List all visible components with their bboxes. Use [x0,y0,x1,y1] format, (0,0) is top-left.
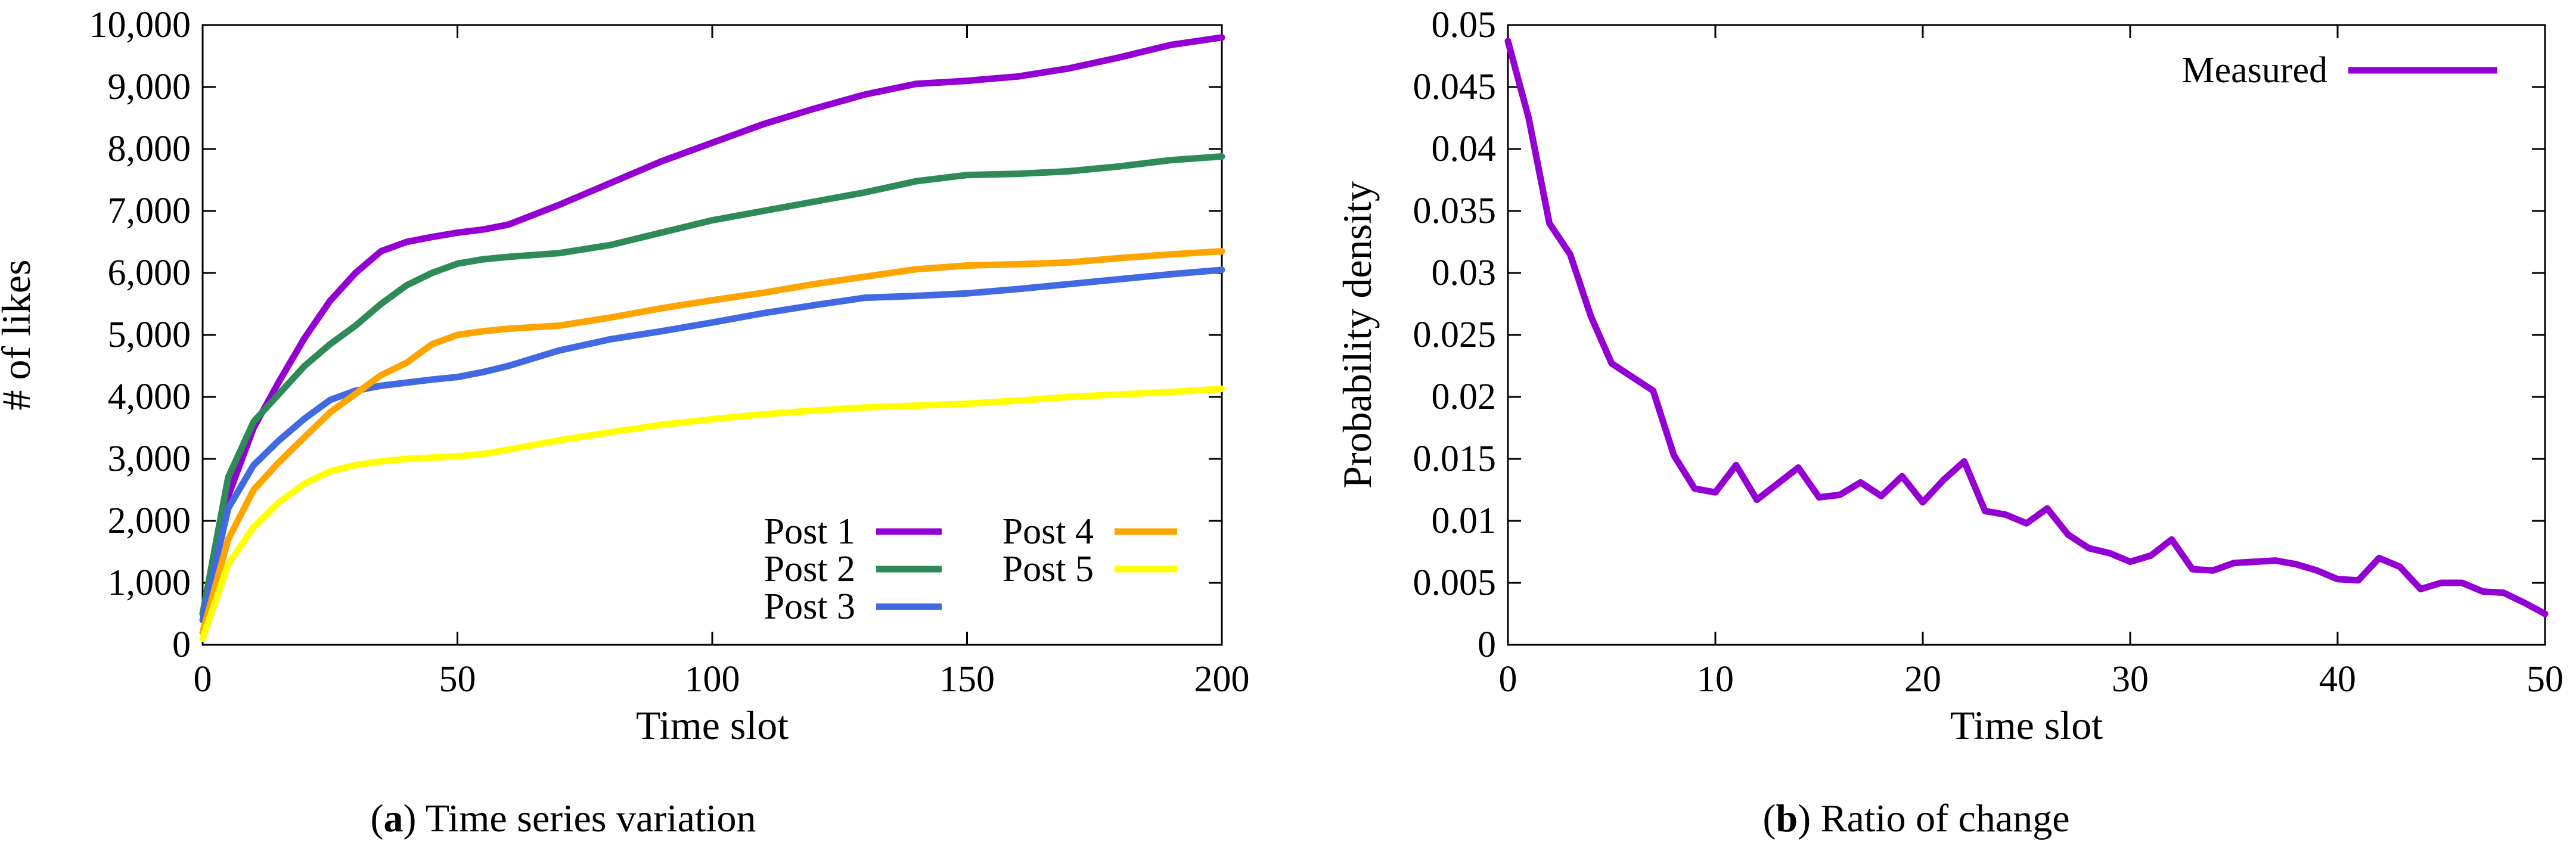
c1-xtick-label: 50 [2527,659,2563,700]
c0-ytick-label: 1,000 [108,563,191,603]
c1-series-1-line [1504,38,2549,617]
c0-ytick-label: 7,000 [108,191,191,231]
c1-xtick-label: 10 [1697,659,1734,700]
c0-xtick-label: 0 [194,659,212,700]
c1-plot-frame [1507,24,2546,646]
c1-xtick-label: 0 [1499,659,1517,700]
panel-b-chart: 0 0.005 0.01 0.015 0.02 0.025 0.03 0.035 0.04 0.0… [1334,5,2563,748]
caption-a-open-paren: ( [370,797,383,840]
caption-a-label: a [383,797,403,840]
c0-series-2-line [199,153,1225,617]
c1-ytick-label: 0.045 [1413,67,1497,107]
c0-ytick-label: 6,000 [108,253,191,293]
caption-a: (a) Time series variation [370,797,756,840]
caption-b-close-paren: ) [1798,797,1820,840]
caption-b: (b) Ratio of change [1762,797,2069,840]
c0-xtick-label: 150 [939,659,995,700]
c0-ytick-label: 9,000 [108,67,191,107]
c0-xtick-label: 200 [1194,659,1250,700]
c1-xtick-label: 20 [1904,659,1941,700]
c1-y-axis-title: Probability density [1334,181,1380,489]
c0-legend-label: Post 5 [1003,549,1094,589]
c1-ytick-label: 0.04 [1432,129,1497,169]
c1-ytick-label: 0 [1478,625,1496,665]
c0-ytick-label: 4,000 [108,377,191,417]
c1-ytick-label: 0.05 [1432,5,1497,45]
c0-xtick-label: 100 [685,659,740,700]
c0-ytick-label: 8,000 [108,129,191,169]
caption-b-label: b [1776,797,1798,840]
c1-legend-label: Measured [2182,50,2327,91]
caption-b-open-paren: ( [1762,797,1776,840]
c1-ytick-label: 0.03 [1432,253,1497,293]
c0-x-axis-title: Time slot [636,703,789,748]
c1-xtick-label: 40 [2319,659,2356,700]
c1-ytick-label: 0.025 [1413,315,1497,355]
c0-y-axis-title: # of likes [0,259,39,410]
c0-legend-label: Post 1 [764,511,855,552]
panel-a-chart: 0 1,000 2,000 3,000 4,000 5,000 6,000 7,000 8,00… [0,5,1250,748]
c1-ytick-label: 0.005 [1413,563,1497,603]
c1-ytick-label: 0.02 [1432,377,1497,417]
c0-legend-label: Post 4 [1003,511,1094,552]
c0-xtick-label: 50 [439,659,476,700]
c0-series-1-line [199,34,1225,617]
c0-ytick-label: 2,000 [108,501,191,541]
c1-x-axis-title: Time slot [1950,703,2103,748]
c0-ytick-label: 10,000 [89,5,191,45]
c0-ytick-label: 3,000 [108,439,191,479]
c0-series-5-line [199,386,1225,642]
caption-a-close-paren: ) [403,797,425,840]
c1-ytick-label: 0.035 [1413,191,1497,231]
c1-ytick-label: 0.01 [1432,501,1497,541]
c0-legend-label: Post 3 [764,586,855,627]
c0-series-3-line [199,266,1225,623]
caption-b-text: Ratio of change [1821,797,2070,840]
c0-legend-label: Post 2 [764,549,855,589]
c1-ytick-label: 0.015 [1413,439,1497,479]
c0-ytick-label: 0 [172,625,191,665]
c1-xtick-label: 30 [2112,659,2149,700]
c0-ytick-label: 5,000 [108,315,191,355]
c0-series-4-line [199,248,1225,636]
caption-a-text: Time series variation [426,797,756,840]
